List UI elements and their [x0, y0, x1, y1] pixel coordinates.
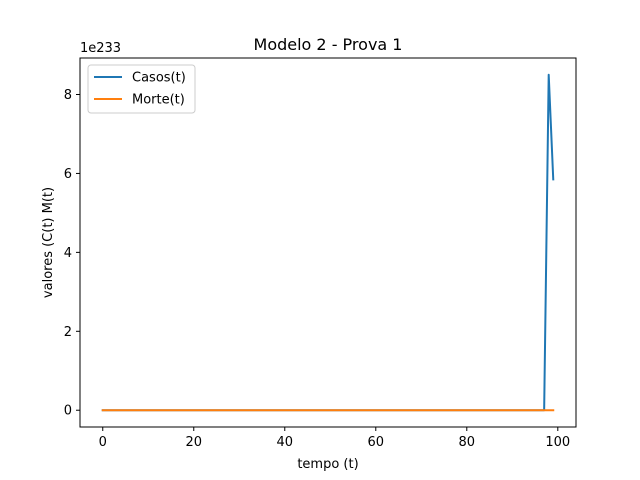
- x-tick-label-5: 100: [545, 435, 570, 450]
- legend-label-1: Morte(t): [132, 93, 185, 108]
- y-tick-label-2: 4: [64, 246, 72, 261]
- y-axis-label: valores (C(t) M(t): [41, 187, 56, 298]
- chart-title: Modelo 2 - Prova 1: [254, 35, 403, 54]
- y-tick-label-0: 0: [64, 404, 72, 419]
- x-tick-label-3: 60: [368, 435, 385, 450]
- legend: Casos(t) Morte(t): [87, 64, 196, 114]
- plot-area: [101, 73, 555, 412]
- y-tick-label-1: 2: [64, 325, 72, 340]
- legend-label-0: Casos(t): [132, 71, 186, 86]
- x-tick-label-4: 80: [459, 435, 476, 450]
- x-tick-label-1: 20: [185, 435, 202, 450]
- y-tick-label-4: 8: [64, 88, 72, 103]
- x-tick-label-2: 40: [276, 435, 293, 450]
- x-axis: 0 20 40 60 80 100: [99, 427, 570, 450]
- x-axis-label: tempo (t): [297, 457, 358, 472]
- axes-frame: [79, 57, 577, 428]
- y-axis: 0 2 4 6 8: [64, 88, 80, 419]
- x-tick-label-0: 0: [99, 435, 107, 450]
- y-offset-text: 1e233: [80, 41, 121, 56]
- y-tick-label-3: 6: [64, 167, 72, 182]
